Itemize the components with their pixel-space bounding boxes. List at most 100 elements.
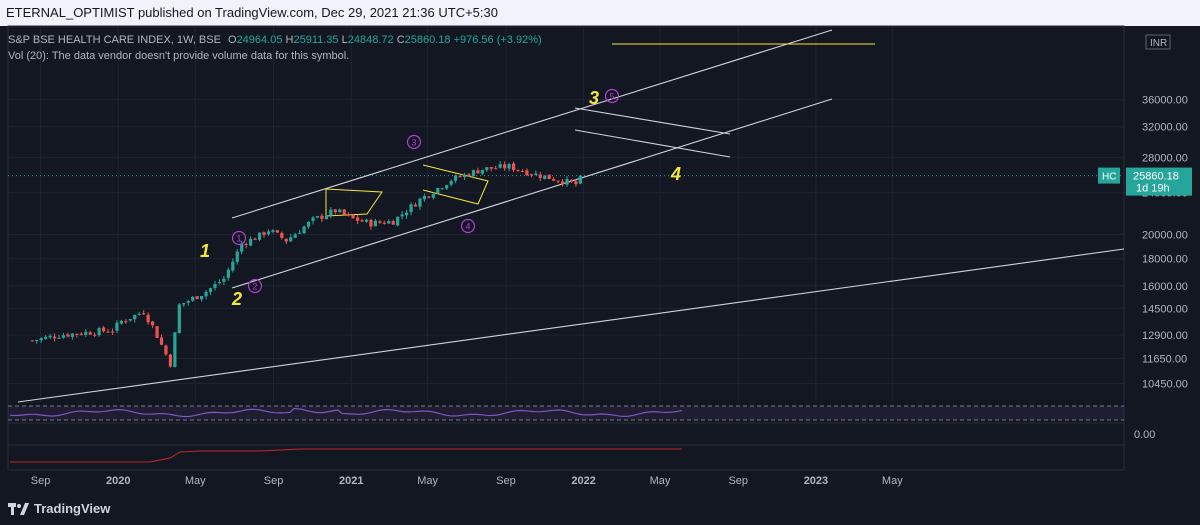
candle-body	[30, 340, 34, 342]
price-tick-label: 18000.00	[1142, 254, 1188, 266]
legend-symbol: S&P BSE HEALTH CARE INDEX, 1W, BSE	[8, 34, 221, 46]
trendline	[231, 29, 833, 219]
oscillator-panes	[8, 405, 1124, 463]
primary-wave-label: 3	[589, 88, 599, 108]
time-tick-label: May	[650, 475, 671, 487]
minor-wave-label: 5	[609, 92, 614, 102]
rsi-band	[8, 406, 1124, 420]
candle-body	[226, 269, 230, 278]
price-tick-label: 14500.00	[1142, 303, 1188, 315]
candle-body	[249, 238, 253, 246]
wave-annotations: 1 2 3 4 1 2 3 4 5	[200, 88, 681, 309]
candle-body	[355, 217, 360, 221]
candle-body	[195, 296, 199, 300]
legend-open-value: 24964.05	[236, 34, 283, 46]
time-tick-label: 2020	[106, 475, 130, 487]
legend-low-value: 24848.72	[347, 34, 394, 46]
candle-body	[556, 180, 560, 182]
candle-body	[35, 340, 39, 342]
candle-body	[289, 237, 293, 242]
candle-body	[436, 187, 440, 194]
price-tick-label: 36000.00	[1142, 95, 1188, 107]
candle-body	[440, 188, 444, 190]
candle-body	[70, 333, 74, 337]
candle-body	[534, 173, 538, 176]
candle-body	[280, 232, 284, 238]
candle-body	[57, 337, 61, 339]
candle-body	[382, 222, 386, 224]
oscillator-tick-label: 0.00	[1134, 429, 1155, 441]
candle-body	[369, 219, 373, 227]
candle-body	[503, 164, 507, 169]
time-tick-label: Sep	[728, 475, 748, 487]
trendline	[574, 107, 731, 135]
legend-close-value: 25860.18	[404, 34, 451, 46]
price-tick-label: 28000.00	[1142, 152, 1188, 164]
candle-body	[217, 282, 222, 284]
candle-body	[244, 244, 248, 246]
candle-body	[177, 304, 181, 334]
candle-body	[298, 232, 302, 234]
candle-body	[200, 296, 204, 300]
candle-body	[329, 209, 333, 216]
candle-body	[182, 303, 186, 305]
legend-low-key: L	[341, 34, 348, 46]
primary-wave-label: 2	[231, 289, 242, 309]
candle-body	[311, 217, 315, 222]
candle-body	[516, 169, 520, 171]
candle-body	[253, 238, 257, 240]
candle-body	[547, 174, 551, 180]
candle-body	[101, 327, 106, 332]
volume-note-text: Vol (20): The data vendor doesn't provid…	[8, 50, 350, 62]
chart-grid	[7, 25, 1125, 471]
minor-wave-label: 4	[465, 222, 470, 232]
candle-body	[378, 221, 382, 223]
candle-body	[110, 331, 115, 333]
candle-body	[150, 321, 155, 326]
time-tick-label: 2021	[339, 475, 363, 487]
minor-wave-label: 1	[236, 234, 241, 244]
last-price-value: 25860.18	[1133, 171, 1179, 183]
candle-body	[164, 345, 168, 355]
candle-body	[124, 321, 128, 323]
trendline	[574, 129, 731, 158]
candle-body	[146, 314, 150, 323]
candle-body	[342, 209, 346, 215]
legend-change: +976.56 (+3.92%)	[453, 34, 542, 46]
candle-body	[142, 313, 146, 315]
candle-body	[320, 215, 324, 219]
footer: TradingView	[0, 496, 1200, 525]
candle-body	[204, 291, 208, 297]
legend-high-value: 25911.35	[293, 34, 339, 46]
candle-body	[529, 174, 533, 176]
minor-wave-label: 3	[411, 138, 416, 148]
candle-body	[39, 338, 43, 341]
currency-label: INR	[1150, 38, 1167, 49]
candle-body	[489, 167, 493, 169]
primary-wave-label: 4	[670, 164, 681, 184]
currency-box	[1145, 34, 1171, 50]
candle-body	[48, 335, 52, 338]
candle-body	[494, 168, 498, 170]
candle-body	[360, 220, 364, 222]
publisher-line: ETERNAL_OPTIMIST published on TradingVie…	[6, 5, 498, 20]
candle-body	[75, 333, 79, 335]
candle-body	[52, 336, 57, 339]
legend-ohlc: S&P BSE HEALTH CARE INDEX, 1W, BSE O2496…	[8, 34, 542, 46]
candle-body	[538, 174, 542, 178]
candle-body	[266, 231, 271, 235]
candle-body	[413, 204, 418, 207]
candle-body	[351, 214, 355, 219]
candle-body	[191, 296, 195, 301]
time-tick-label: 2023	[804, 475, 828, 487]
candle-body	[115, 322, 119, 331]
minor-wave-circle	[460, 218, 476, 234]
candle-body	[552, 178, 556, 181]
publisher-header: ETERNAL_OPTIMIST published on TradingVie…	[0, 0, 1200, 26]
countdown-value: 1d 19h	[1136, 183, 1170, 195]
candle-body	[66, 334, 70, 337]
tradingview-logo[interactable]: TradingView	[8, 501, 110, 516]
candle-body	[84, 331, 88, 335]
time-tick-label: Sep	[496, 475, 516, 487]
